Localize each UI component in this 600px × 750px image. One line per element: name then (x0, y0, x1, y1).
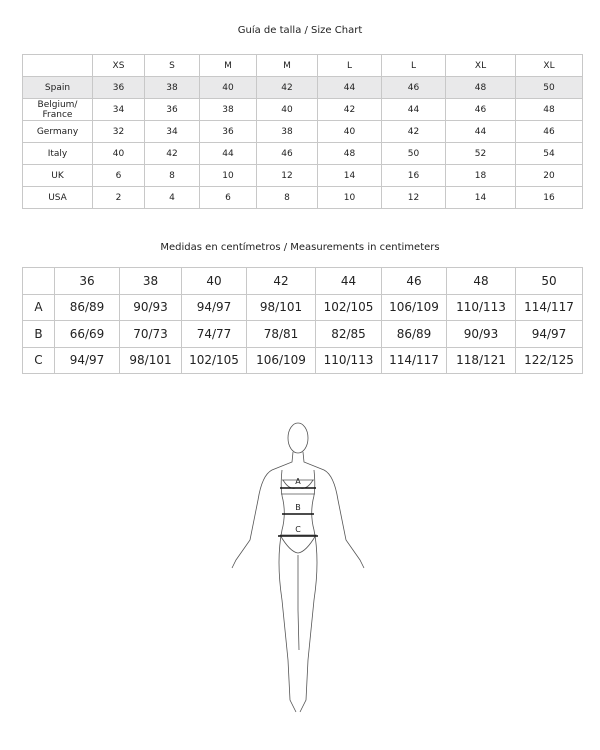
table-cell: 36 (92, 76, 145, 99)
column-header (22, 267, 55, 295)
column-header: 42 (246, 267, 316, 295)
table-row: UK 6 8 10 12 14 16 18 20 (22, 164, 583, 187)
table-cell: 14 (445, 186, 516, 209)
table-cell: 74/77 (181, 320, 247, 348)
table-cell: 38 (144, 76, 200, 99)
table-row: USA 2 4 6 8 10 12 14 16 (22, 186, 583, 209)
table-row: Belgium/ France 34 36 38 40 42 44 46 48 (22, 98, 583, 121)
header-row: XS S M M L L XL XL (22, 54, 583, 77)
column-header: 38 (119, 267, 182, 295)
table-cell: 86/89 (381, 320, 447, 348)
label-c: C (295, 525, 301, 534)
table-cell: 42 (256, 76, 318, 99)
table-row: A 86/89 90/93 94/97 98/101 102/105 106/109 110/… (22, 293, 583, 321)
table-cell: 90/93 (446, 320, 516, 348)
label-b: B (295, 503, 301, 512)
table-cell: 106/109 (246, 346, 316, 374)
table-cell: 44 (317, 76, 382, 99)
table-cell: 102/105 (181, 346, 247, 374)
table-cell: 16 (515, 186, 583, 209)
table-cell: 48 (445, 76, 516, 99)
figure-arms (231, 451, 365, 569)
table-cell: 82/85 (315, 320, 382, 348)
measurements-title: Medidas en centímetros / Measurements in… (160, 242, 440, 253)
table-cell: 122/125 (515, 346, 583, 374)
label-a: A (295, 477, 301, 486)
size-chart-title: Guía de talla / Size Chart (237, 25, 363, 36)
table-cell: 40 (199, 76, 257, 99)
row-label: B (22, 320, 55, 348)
column-header: 44 (315, 267, 382, 295)
table-row: Italy 40 42 44 46 48 50 52 54 (22, 142, 583, 165)
table-cell: 94/97 (54, 346, 120, 374)
figure-head (287, 422, 309, 454)
figure-bra (281, 479, 315, 495)
table-row: C 94/97 98/101 102/105 106/109 110/113 114/117… (22, 346, 583, 374)
column-header: 48 (446, 267, 516, 295)
table-row: Spain 36 38 40 42 44 46 48 50 (22, 76, 583, 99)
measurements-table: 36 38 40 42 44 46 48 50 A 86/89 90/93 94/97 98/101 10… (22, 267, 583, 374)
table-cell: 114/117 (381, 346, 447, 374)
row-label: A (22, 293, 55, 321)
column-header: 36 (54, 267, 120, 295)
table-cell: 98/101 (246, 293, 316, 321)
size-chart-table: XS S M M L L XL XL Spain 36 38 40 42 44 46 48 50 Belgium/… (22, 54, 583, 209)
table-cell: 94/97 (515, 320, 583, 348)
figure-briefs (279, 534, 317, 554)
table-cell: 118/121 (446, 346, 516, 374)
table-cell: 90/93 (119, 293, 182, 321)
column-header: 40 (181, 267, 247, 295)
table-cell: 70/73 (119, 320, 182, 348)
table-cell: 46 (381, 76, 446, 99)
table-cell: 10 (317, 186, 382, 209)
table-row: B 66/69 70/73 74/77 78/81 82/85 86/89 90/93 94/9… (22, 320, 583, 348)
table-cell: 86/89 (54, 293, 120, 321)
figure-torso-legs (278, 469, 318, 713)
table-cell: 110/113 (315, 346, 382, 374)
row-label: Spain (22, 76, 93, 99)
